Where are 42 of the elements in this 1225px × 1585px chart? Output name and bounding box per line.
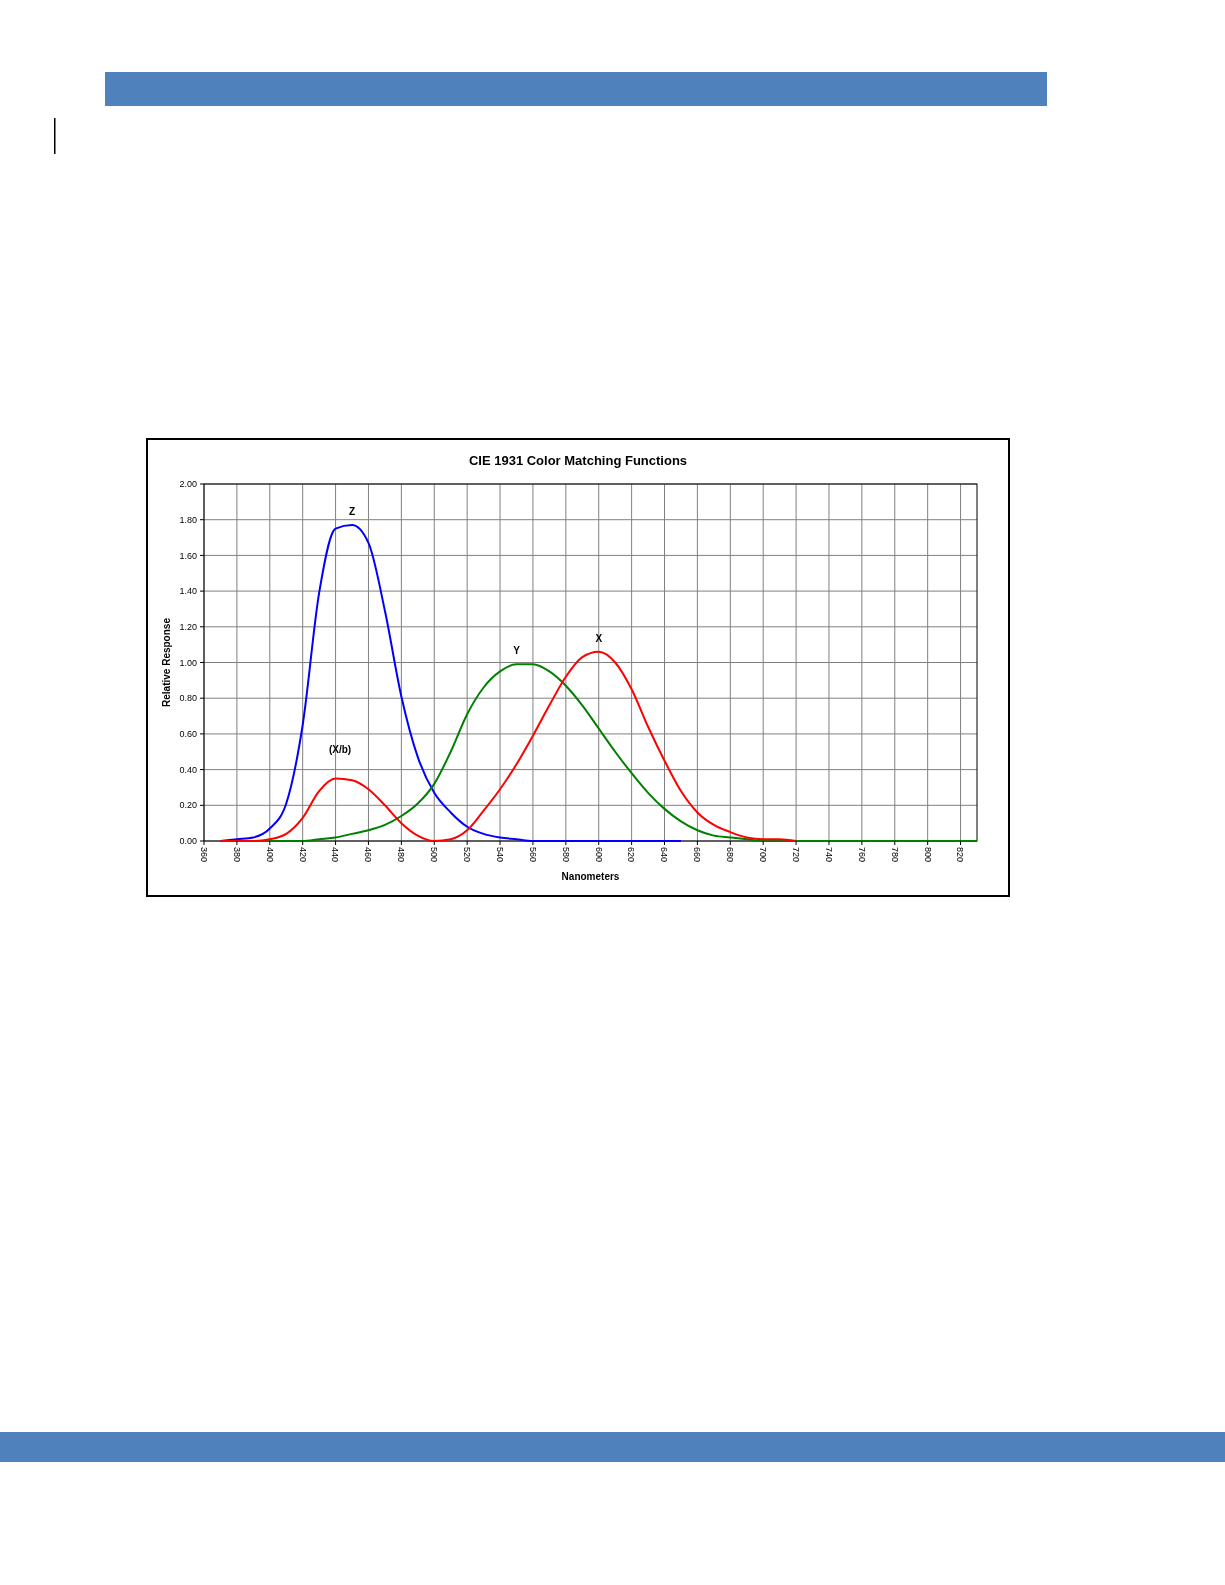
x-tick-label: 480 bbox=[396, 847, 407, 863]
series-label: Z bbox=[348, 506, 356, 518]
series-label: X bbox=[595, 632, 603, 644]
y-tick-label: 1.20 bbox=[179, 621, 197, 632]
x-tick-label: 580 bbox=[560, 847, 571, 863]
y-tick-label: 0.20 bbox=[179, 800, 197, 811]
x-tick-label: 380 bbox=[231, 847, 242, 863]
chart-title: CIE 1931 Color Matching Functions bbox=[468, 453, 688, 468]
x-tick-label: 460 bbox=[363, 847, 374, 863]
x-tick-label: 500 bbox=[429, 847, 440, 863]
x-tick-label: 420 bbox=[297, 847, 308, 863]
y-tick-label: 1.40 bbox=[179, 586, 197, 597]
x-tick-label: 740 bbox=[823, 847, 834, 863]
x-tick-label: 400 bbox=[264, 847, 275, 863]
annotation: (X/b) bbox=[328, 744, 352, 755]
y-tick-label: 1.00 bbox=[179, 657, 197, 668]
y-tick-label: 1.60 bbox=[179, 550, 197, 561]
y-tick-label: 0.40 bbox=[179, 764, 197, 775]
x-tick-label: 820 bbox=[955, 847, 966, 863]
x-tick-label: 560 bbox=[527, 847, 538, 863]
x-tick-label: 800 bbox=[922, 847, 933, 863]
x-tick-label: 640 bbox=[659, 847, 670, 863]
y-axis-title: Relative Response bbox=[161, 617, 172, 707]
x-tick-label: 700 bbox=[758, 847, 769, 863]
y-tick-label: 0.60 bbox=[179, 729, 197, 740]
x-tick-label: 660 bbox=[692, 847, 703, 863]
y-tick-label: 0.00 bbox=[179, 836, 197, 847]
x-tick-label: 620 bbox=[626, 847, 637, 863]
series-label: Y bbox=[513, 645, 521, 657]
x-tick-label: 780 bbox=[889, 847, 900, 863]
x-tick-label: 720 bbox=[790, 847, 801, 863]
y-tick-label: 0.80 bbox=[179, 693, 197, 704]
y-tick-label: 1.80 bbox=[179, 514, 197, 525]
x-tick-label: 520 bbox=[462, 847, 472, 863]
x-tick-label: 540 bbox=[494, 847, 505, 863]
x-tick-label: 680 bbox=[725, 847, 736, 863]
x-tick-label: 600 bbox=[593, 847, 604, 863]
y-tick-label: 2.00 bbox=[179, 479, 197, 490]
x-tick-label: 360 bbox=[198, 847, 209, 863]
x-tick-label: 760 bbox=[856, 847, 867, 863]
x-tick-label: 440 bbox=[330, 847, 341, 863]
x-axis-title: Nanometers bbox=[561, 871, 620, 882]
